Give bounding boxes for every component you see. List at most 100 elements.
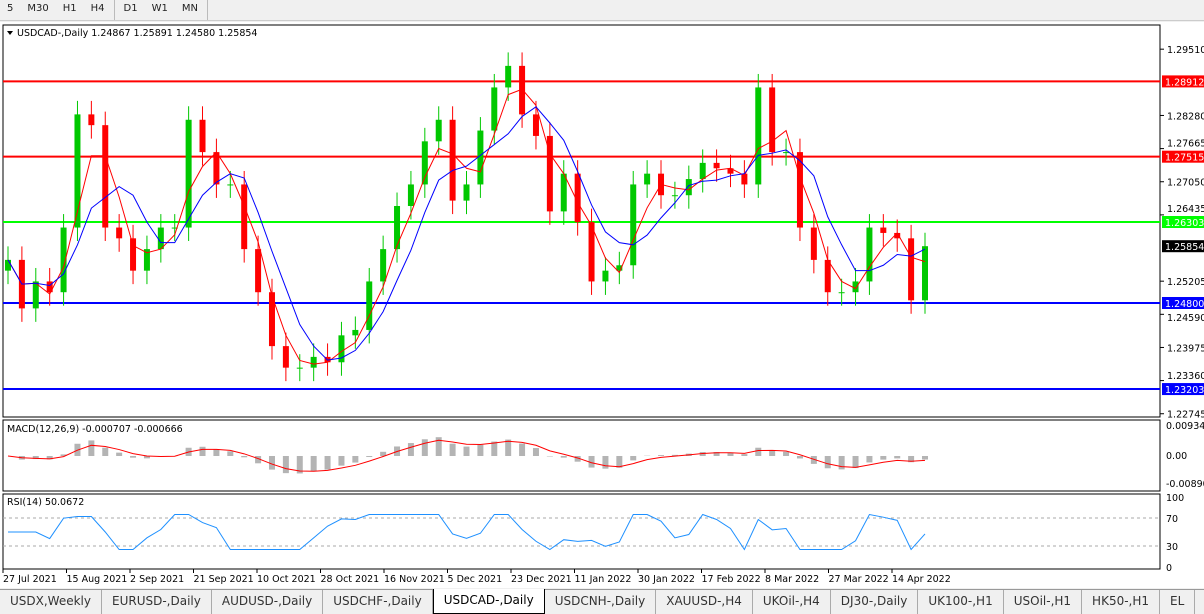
macd-bar [533,448,539,456]
candle-body [839,292,845,293]
rsi-tick: 70 [1166,514,1178,525]
tab-audusd-daily[interactable]: AUDUSD-,Daily [212,590,323,614]
x-tick-label: 27 Jul 2021 [3,574,57,585]
macd-bar [130,456,136,458]
macd-bar [227,451,233,456]
candle-body [783,152,789,153]
x-tick-label: 11 Jan 2022 [575,574,632,585]
timeframe-m30[interactable]: M30 [20,0,55,20]
chart-canvas[interactable]: 1.295101.282801.276651.270501.264351.252… [0,22,1204,588]
candle-body [533,114,539,136]
candle-body [394,206,400,249]
tab-uk100-h1[interactable]: UK100-,H1 [918,590,1003,614]
level-label: 1.23203 [1165,385,1204,396]
candle-body [88,114,94,125]
macd-bar [825,456,831,468]
y-tick-label: 1.22745 [1167,410,1204,421]
chart-header: USDCAD-,Daily 1.24867 1.25891 1.24580 1.… [17,28,257,39]
x-tick-label: 28 Oct 2021 [321,574,380,585]
candle-body [311,357,317,368]
macd-bar [283,456,289,473]
macd-bar [630,456,636,460]
level-label: 1.28912 [1165,77,1204,88]
macd-bar [922,456,928,460]
timeframe-h4[interactable]: H4 [84,0,112,20]
tab-usoil-h1[interactable]: USOil-,H1 [1004,590,1082,614]
y-tick-label: 1.24590 [1167,313,1204,324]
candle-body [436,120,442,142]
macd-bar [241,456,247,457]
rsi-tick: 0 [1166,563,1172,574]
tab-usdchf-daily[interactable]: USDCHF-,Daily [323,590,432,614]
tab-xauusd-h4[interactable]: XAUUSD-,H4 [656,590,753,614]
timeframe-mn[interactable]: MN [175,0,205,20]
tab-usdcad-daily[interactable]: USDCAD-,Daily [433,589,545,614]
macd-bar [200,447,206,456]
level-label: 1.27515 [1165,153,1204,164]
macd-bar [866,456,872,462]
y-tick-label: 1.29510 [1167,45,1204,56]
tab-hk50-h1[interactable]: HK50-,H1 [1082,590,1160,614]
candle-body [825,260,831,292]
tab-ukoil-h4[interactable]: UKOil-,H4 [753,590,831,614]
x-tick-label: 16 Nov 2021 [384,574,445,585]
x-tick-label: 30 Jan 2022 [638,574,695,585]
candle-body [644,174,650,185]
macd-bar [894,456,900,458]
macd-bar [658,455,664,456]
macd-bar [422,439,428,456]
macd-bar [853,456,859,468]
candle-body [186,120,192,228]
candle-body [922,246,928,300]
macd-bar [88,440,94,456]
y-tick-label: 1.26435 [1167,204,1204,215]
macd-bar [366,456,372,457]
rsi-pane [3,494,1160,569]
candle-body [755,87,761,184]
rsi-tick: 100 [1166,493,1184,504]
macd-bar [602,456,608,469]
candle-body [200,120,206,152]
timeframe-5[interactable]: 5 [0,0,20,20]
candle-body [686,179,692,195]
macd-bar [338,456,344,466]
candle-body [853,281,859,292]
candle-body [297,368,303,369]
tab-el[interactable]: EL [1160,590,1195,614]
x-tick-label: 5 Dec 2021 [448,574,503,585]
macd-bar [769,450,775,456]
x-tick-label: 27 Mar 2022 [829,574,889,585]
candle-body [116,228,122,239]
x-tick-label: 2 Sep 2021 [130,574,184,585]
candle-body [213,152,219,184]
timeframe-w1[interactable]: W1 [145,0,175,20]
tab-usdcnh-daily[interactable]: USDCNH-,Daily [545,590,657,614]
macd-label: MACD(12,26,9) -0.000707 -0.000666 [7,424,183,435]
timeframe-d1[interactable]: D1 [117,0,145,20]
macd-bar [213,449,219,456]
candle-body [491,87,497,130]
candle-body [880,228,886,233]
candle-body [283,346,289,368]
macd-bar [755,448,761,456]
candle-body [672,195,678,196]
macd-bar [477,445,483,456]
x-tick-label: 10 Oct 2021 [257,574,316,585]
candle-body [352,330,358,335]
rsi-label: RSI(14) 50.0672 [7,497,84,508]
y-tick-label: 1.25205 [1167,277,1204,288]
tab-dj30-daily[interactable]: DJ30-,Daily [831,590,919,614]
candle-body [866,228,872,282]
timeframe-h1[interactable]: H1 [56,0,84,20]
macd-bar [519,444,525,456]
tab-eurusd-daily[interactable]: EURUSD-,Daily [102,590,212,614]
candle-body [366,281,372,330]
tab-usdx-weekly[interactable]: USDX,Weekly [0,590,102,614]
macd-bar [408,443,414,456]
macd-bar [561,456,567,458]
candle-body [5,260,11,271]
macd-tick: 0.009345 [1166,421,1204,432]
